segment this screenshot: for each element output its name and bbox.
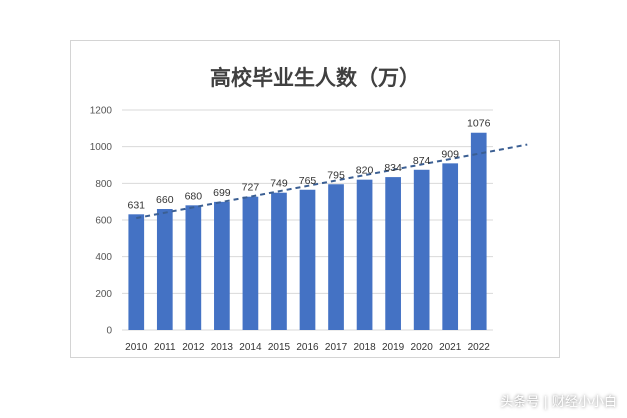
bar [128, 214, 145, 330]
bar [156, 209, 173, 330]
y-axis-ticks: 0 200 400 600 800 1000 1200 [90, 106, 113, 337]
bar [442, 163, 459, 330]
bar [271, 192, 287, 330]
data-label: 660 [156, 194, 174, 206]
data-label: 874 [413, 155, 431, 167]
x-tick-label: 2011 [154, 342, 176, 353]
bar [385, 177, 401, 330]
y-tick-label: 1000 [90, 142, 113, 153]
x-tick-label: 2013 [211, 342, 234, 353]
bar [185, 205, 202, 330]
watermark: 头条号 | 财经小小白 [500, 395, 617, 410]
y-tick-label: 200 [95, 289, 112, 300]
data-label: 680 [185, 190, 203, 202]
data-label: 727 [242, 182, 260, 194]
data-label: 1076 [467, 118, 491, 130]
data-label: 699 [213, 187, 231, 199]
x-axis-ticks: 2010 2011 2012 2013 2014 2015 2016 2017 2018 2019… [125, 342, 490, 353]
bars [128, 132, 487, 330]
data-label: 909 [441, 148, 459, 160]
trend-line [136, 143, 528, 220]
bar [242, 196, 259, 330]
x-tick-label: 2010 [125, 342, 148, 353]
chart-title: 高校毕业生人数（万） [210, 66, 420, 90]
bar [413, 169, 430, 330]
x-tick-label: 2021 [439, 342, 462, 353]
bar [328, 184, 344, 330]
data-label: 820 [356, 165, 374, 177]
data-label: 749 [270, 178, 288, 190]
data-label: 631 [128, 199, 146, 211]
bar [470, 132, 487, 330]
y-tick-label: 600 [95, 216, 112, 227]
y-tick-label: 1200 [90, 106, 113, 117]
x-tick-label: 2022 [468, 342, 491, 353]
bar [299, 189, 316, 330]
y-tick-label: 800 [95, 179, 112, 190]
x-tick-label: 2015 [268, 342, 291, 353]
data-label: 834 [384, 162, 402, 174]
x-tick-label: 2020 [411, 342, 434, 353]
data-label: 795 [327, 169, 345, 181]
x-tick-label: 2012 [182, 342, 205, 353]
trendline [136, 143, 528, 220]
x-tick-label: 2017 [325, 342, 348, 353]
y-tick-label: 0 [106, 326, 112, 337]
x-tick-label: 2018 [353, 342, 376, 353]
x-tick-label: 2019 [382, 342, 405, 353]
y-tick-label: 400 [95, 252, 112, 263]
data-labels: 631 660 680 699 727 749 765 795 820 834 874 909 1076 [128, 118, 491, 212]
bar [356, 179, 373, 330]
x-tick-label: 2014 [239, 342, 262, 353]
bar [214, 201, 230, 330]
data-label: 765 [299, 175, 317, 187]
x-tick-label: 2016 [296, 342, 319, 353]
